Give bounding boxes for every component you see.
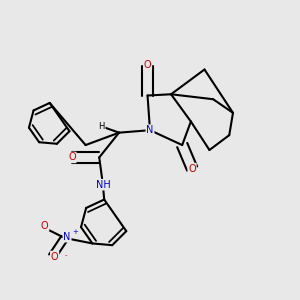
Text: O: O — [144, 59, 151, 70]
Text: N: N — [146, 125, 154, 135]
Text: O: O — [41, 220, 49, 230]
Text: N: N — [63, 232, 71, 242]
Text: NH: NH — [96, 180, 110, 190]
Text: O: O — [68, 152, 76, 162]
Text: O: O — [188, 164, 196, 174]
Text: -: - — [64, 252, 67, 258]
Text: O: O — [51, 251, 58, 262]
Text: H: H — [98, 122, 105, 131]
Text: +: + — [73, 229, 79, 235]
